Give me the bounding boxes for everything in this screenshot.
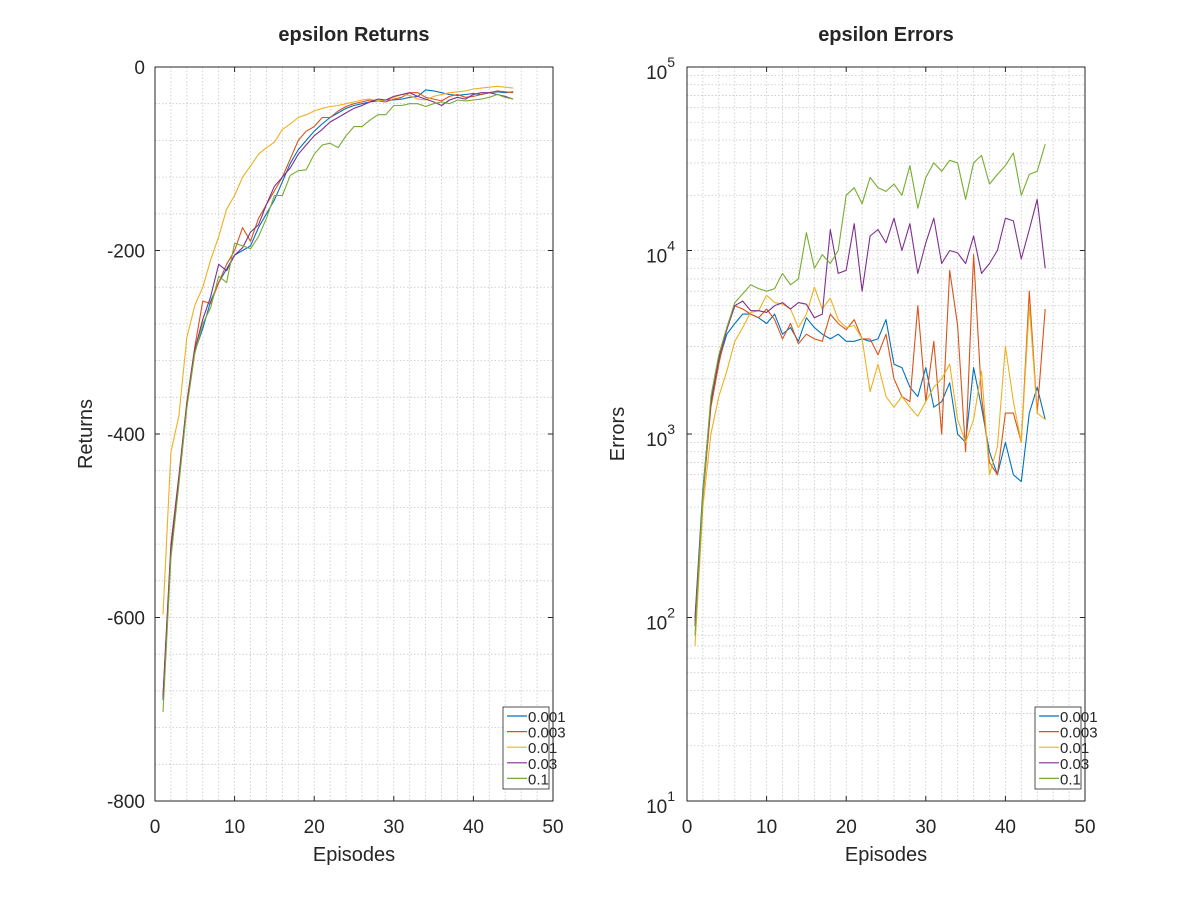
y-tick-label: 105	[646, 54, 675, 84]
series-line-0.003	[162, 90, 514, 696]
y-tick-label: -200	[107, 242, 145, 263]
y-tick-label: -800	[107, 792, 145, 813]
legend-label: 0.1	[528, 771, 549, 788]
legend-box	[1034, 706, 1082, 790]
chart-title: epsilon Errors	[818, 24, 954, 46]
legend-label: 0.1	[1060, 771, 1081, 788]
series-line-0.03	[694, 198, 1046, 626]
x-tick-label: 50	[1074, 817, 1095, 838]
legend-label: 0.01	[1060, 740, 1089, 757]
series-line-0.1	[162, 93, 514, 713]
plot-area	[155, 67, 553, 801]
legend-label: 0.003	[528, 725, 566, 742]
x-tick-label: 40	[463, 817, 484, 838]
x-tick-label: 20	[836, 817, 857, 838]
x-tick-label: 0	[682, 817, 693, 838]
chart-title: epsilon Returns	[278, 24, 429, 46]
legend-label: 0.001	[528, 709, 566, 726]
legend-box	[502, 706, 550, 790]
legend-label: 0.01	[528, 740, 557, 757]
x-axis-label: Episodes	[845, 844, 927, 866]
series-group	[162, 85, 514, 713]
x-tick-label: 0	[150, 817, 161, 838]
series-line-0.1	[694, 143, 1046, 636]
x-tick-label: 40	[995, 817, 1016, 838]
chart-panel-1: 0 10 20 30 40 50 0 -200 -400 -600 -800 epsilon Retu…	[75, 24, 566, 866]
chart-panel-2: 0 10 20 30 40 50 101 102 103 104 105 epsilon Errors…	[607, 24, 1098, 866]
y-tick-label: -600	[107, 609, 145, 630]
y-tick-label: 102	[646, 605, 675, 635]
y-axis-label: Errors	[607, 407, 629, 461]
y-tick-label: -400	[107, 425, 145, 446]
series-line-0.03	[162, 92, 514, 698]
y-tick-label: 103	[646, 421, 675, 451]
x-tick-label: 10	[224, 817, 245, 838]
y-tick-label: 0	[134, 58, 145, 79]
x-tick-label: 30	[383, 817, 404, 838]
y-tick-label: 101	[646, 788, 675, 818]
series-group	[694, 143, 1046, 646]
x-tick-label: 10	[756, 817, 777, 838]
legend-label: 0.03	[1060, 756, 1089, 773]
x-tick-label: 50	[542, 817, 563, 838]
series-line-0.01	[694, 286, 1046, 646]
legend-label: 0.03	[528, 756, 557, 773]
legend-label: 0.001	[1060, 709, 1098, 726]
x-tick-label: 20	[304, 817, 325, 838]
x-axis-label: Episodes	[313, 844, 395, 866]
series-line-0.01	[162, 85, 514, 615]
x-tick-label: 30	[915, 817, 936, 838]
y-axis-label: Returns	[75, 399, 97, 469]
y-tick-label: 104	[646, 238, 675, 268]
legend-label: 0.003	[1060, 725, 1098, 742]
